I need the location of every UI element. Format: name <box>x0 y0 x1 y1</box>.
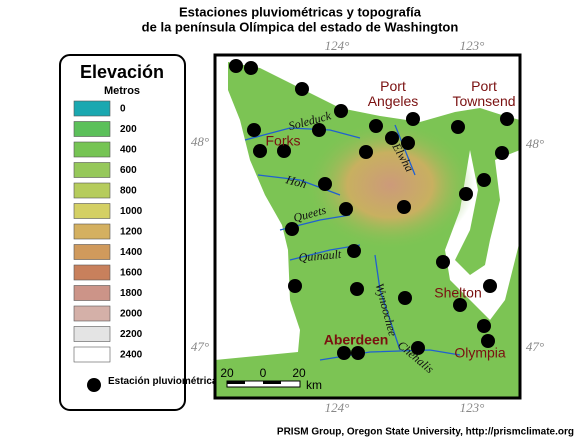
map-frame <box>213 53 522 400</box>
legend-swatch <box>73 326 111 342</box>
station <box>385 131 399 145</box>
lat-label: 47° <box>526 339 544 354</box>
place-label: Forks <box>266 133 301 149</box>
legend-unit: Metros <box>104 85 140 97</box>
lat-label: 48° <box>526 136 544 151</box>
legend-swatch <box>73 223 111 240</box>
scale-bar <box>226 380 301 388</box>
river-label: Hoh <box>284 172 309 191</box>
station <box>347 244 361 258</box>
legend-swatch <box>73 162 111 178</box>
station <box>285 222 299 236</box>
station <box>397 200 411 214</box>
legend-label: 0 <box>120 104 126 115</box>
station <box>295 82 309 96</box>
station <box>247 123 261 137</box>
legend-label: 1800 <box>120 288 143 299</box>
legend-title: Elevación <box>80 62 164 82</box>
place-label: Port Townsend <box>452 78 515 109</box>
station <box>406 112 420 126</box>
scale-label: 0 <box>260 366 267 380</box>
station <box>398 291 412 305</box>
station <box>359 145 373 159</box>
legend-label: 200 <box>120 124 137 135</box>
legend-swatch <box>73 182 111 199</box>
station <box>436 255 450 269</box>
legend-swatch <box>73 285 111 301</box>
legend-station: Estación pluviométrica <box>108 376 218 387</box>
lon-label: 124° <box>325 38 350 53</box>
station <box>339 202 353 216</box>
legend-label: 1000 <box>120 206 143 217</box>
station <box>312 123 326 137</box>
lon-label: 124° <box>325 400 350 415</box>
station <box>350 282 364 296</box>
lat-label: 47° <box>191 339 209 354</box>
station <box>288 279 302 293</box>
legend-swatch <box>73 264 111 281</box>
station <box>495 146 509 160</box>
station <box>477 319 491 333</box>
legend-station-text: Estación pluviométrica <box>108 376 218 387</box>
station <box>334 104 348 118</box>
title: Estaciones pluviométricas y topografía <box>179 4 422 19</box>
legend-swatch <box>73 121 111 137</box>
station <box>244 61 258 75</box>
scale-label: 20 <box>220 366 234 380</box>
scale-label: 20 <box>292 366 306 380</box>
lon-label: 123° <box>460 38 485 53</box>
place-label: Aberdeen <box>324 332 389 348</box>
legend-label: 800 <box>120 186 137 197</box>
station <box>277 144 291 158</box>
scale-seg <box>263 381 281 384</box>
station <box>369 119 383 133</box>
scale-unit: km <box>306 378 322 392</box>
place-label: Olympia <box>454 345 506 361</box>
legend-label: 1600 <box>120 268 143 279</box>
legend-swatch <box>73 346 111 363</box>
station <box>401 136 415 150</box>
legend-label: 2200 <box>120 329 143 340</box>
legend-label: 600 <box>120 165 137 176</box>
footer: PRISM Group, Oregon State University, ht… <box>277 427 574 438</box>
legend-label: 2000 <box>120 309 143 320</box>
legend-label: 1200 <box>120 227 143 238</box>
lon-label: 123° <box>460 400 485 415</box>
title: de la península Olímpica del estado de W… <box>142 19 459 34</box>
legend-label: 1400 <box>120 247 143 258</box>
legend-swatch <box>73 141 111 158</box>
station <box>318 177 332 191</box>
legend-swatch <box>73 244 111 260</box>
station <box>481 334 495 348</box>
legend-swatch <box>73 305 111 322</box>
place-label: Shelton <box>434 285 481 301</box>
mountains <box>305 120 475 250</box>
station <box>337 346 351 360</box>
legend-station-dot <box>87 378 101 392</box>
station <box>229 59 243 73</box>
legend-label: 400 <box>120 145 137 156</box>
station <box>477 173 491 187</box>
station <box>351 346 365 360</box>
legend-label: 2400 <box>120 350 143 361</box>
river-label: Quinault <box>298 247 342 265</box>
station <box>453 298 467 312</box>
station <box>483 279 497 293</box>
legend-swatch <box>73 100 111 117</box>
station <box>253 144 267 158</box>
legend-swatch <box>73 203 111 219</box>
station <box>451 120 465 134</box>
place-label: Port Angeles <box>368 78 419 109</box>
station <box>500 112 514 126</box>
lat-label: 48° <box>191 134 209 149</box>
station <box>411 341 425 355</box>
scale-seg <box>227 381 245 384</box>
station <box>459 187 473 201</box>
